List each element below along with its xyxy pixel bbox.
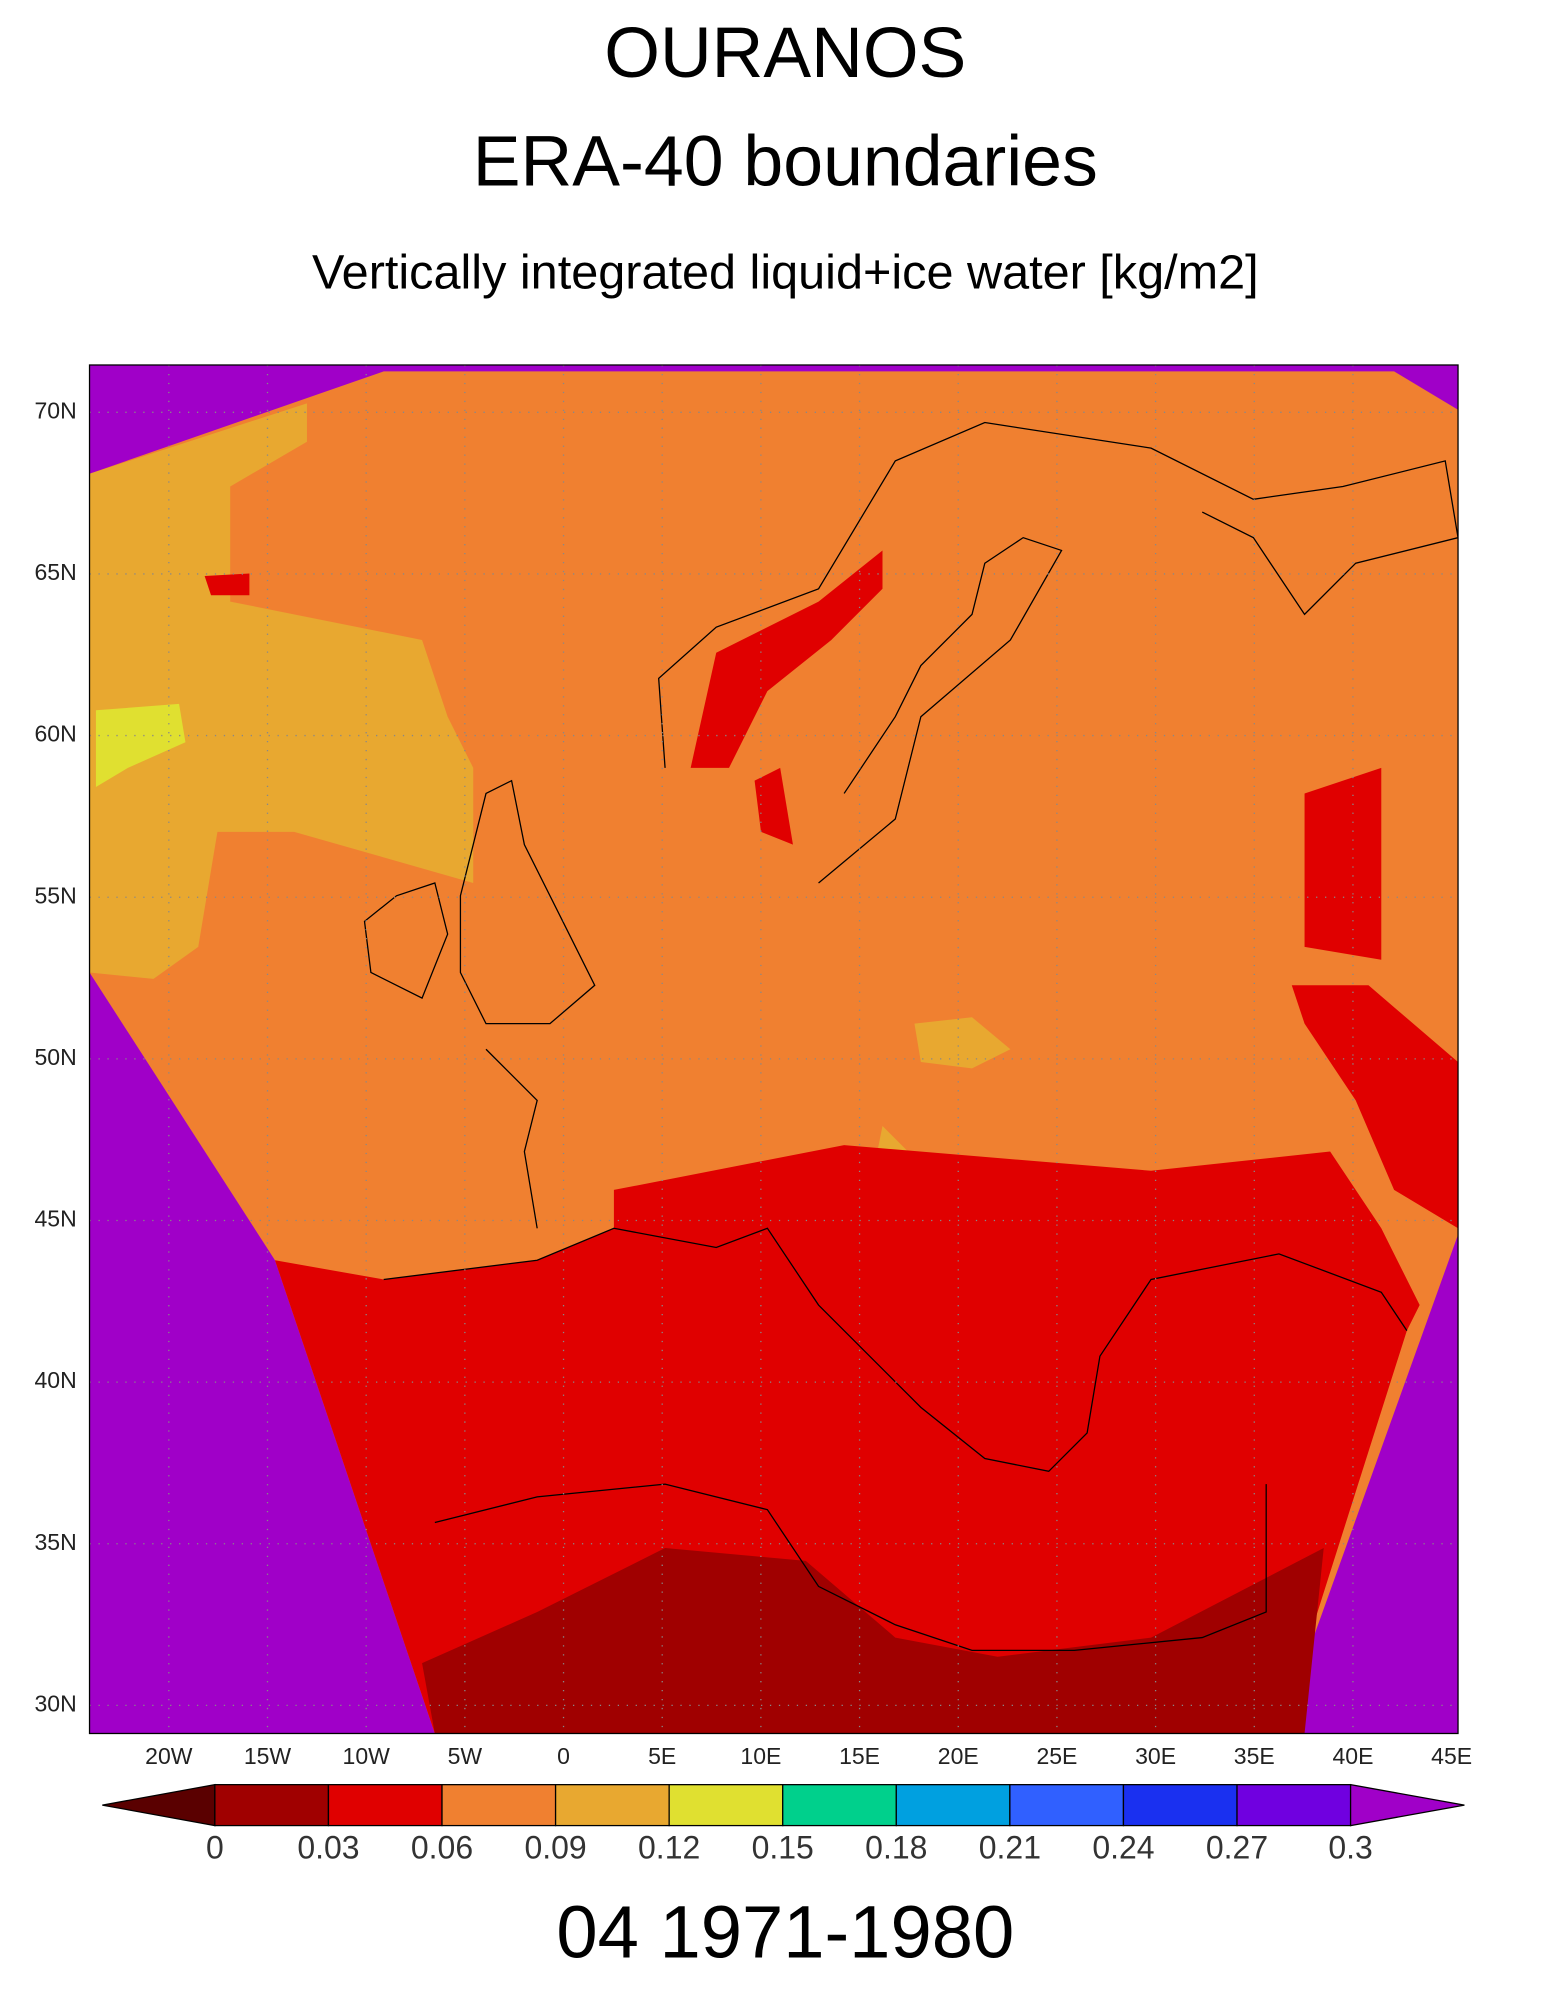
- colorbar-label: 0.24: [1092, 1829, 1154, 1865]
- lon-label: 25E: [1036, 1743, 1077, 1769]
- colorbar-label: 0.09: [524, 1829, 586, 1865]
- lon-label: 35E: [1234, 1743, 1275, 1769]
- lon-label: 15E: [839, 1743, 880, 1769]
- graticule: 70N 65N 60N 55N 50N 45N 40N 35N 30N 20W 15W 10W 5W 0 5…: [35, 364, 1472, 1769]
- lon-label: 20W: [145, 1743, 193, 1769]
- lon-label: 10E: [740, 1743, 781, 1769]
- lon-label: 10W: [343, 1743, 391, 1769]
- colorbar-label: 0.15: [752, 1829, 814, 1865]
- colorbar-label: 0.21: [979, 1829, 1041, 1865]
- title: OURANOS: [604, 13, 966, 93]
- lat-label: 70N: [35, 397, 77, 423]
- colorbar-label: 0.18: [865, 1829, 927, 1865]
- colorbar: 0 0.03 0.06 0.09 0.12 0.15 0.18 0.21 0.24 0.27 0.3: [102, 1783, 1465, 1865]
- subtitle: ERA-40 boundaries: [473, 122, 1098, 202]
- colorbar-segment: [668, 1784, 784, 1827]
- lon-label: 20E: [938, 1743, 979, 1769]
- period-label: 04 1971-1980: [556, 1891, 1014, 1974]
- colorbar-label: 0: [206, 1829, 224, 1865]
- lon-label: 45E: [1431, 1743, 1472, 1769]
- map-frame: [88, 364, 1459, 1735]
- map-field: [89, 364, 1459, 1734]
- colorbar-over-arrow: [1349, 1783, 1465, 1827]
- colorbar-segment: [327, 1784, 443, 1827]
- colorbar-segment: [1236, 1784, 1352, 1827]
- lon-label: 5E: [648, 1743, 676, 1769]
- colorbar-label: 0.3: [1328, 1829, 1372, 1865]
- lat-label: 50N: [35, 1044, 77, 1070]
- lon-label: 30E: [1135, 1743, 1176, 1769]
- colorbar-label: 0.27: [1206, 1829, 1268, 1865]
- lat-label: 35N: [35, 1529, 77, 1555]
- colorbar-label: 0.12: [638, 1829, 700, 1865]
- lon-label: 15W: [244, 1743, 292, 1769]
- colorbar-under-arrow: [102, 1783, 216, 1827]
- colorbar-segment: [1122, 1784, 1238, 1827]
- colorbar-segment: [441, 1784, 557, 1827]
- colorbar-segment: [782, 1784, 897, 1827]
- colorbar-segment: [895, 1784, 1011, 1827]
- lat-label: 60N: [35, 721, 77, 747]
- lon-label: 5W: [448, 1743, 483, 1769]
- lat-label: 40N: [35, 1367, 77, 1393]
- lat-label: 45N: [35, 1206, 77, 1232]
- colorbar-segment: [1009, 1784, 1125, 1827]
- variable-label: Vertically integrated liquid+ice water […: [312, 245, 1259, 299]
- lon-label: 0: [557, 1743, 570, 1769]
- colorbar-segment: [554, 1784, 670, 1827]
- colorbar-segment: [214, 1784, 330, 1827]
- colorbar-label: 0.03: [297, 1829, 359, 1865]
- lon-label: 40E: [1332, 1743, 1373, 1769]
- lat-label: 30N: [35, 1690, 77, 1716]
- lat-label: 55N: [35, 882, 77, 908]
- lat-label: 65N: [35, 559, 77, 585]
- colorbar-label: 0.06: [411, 1829, 473, 1865]
